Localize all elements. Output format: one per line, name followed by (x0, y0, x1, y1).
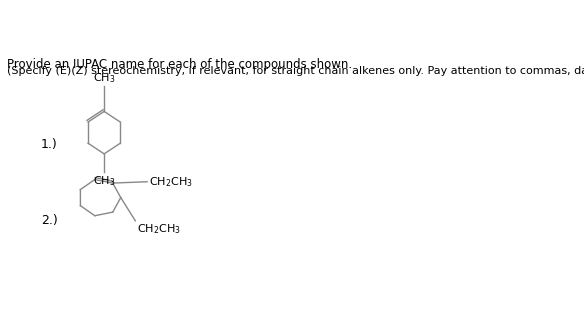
Text: CH$_3$: CH$_3$ (93, 71, 116, 85)
Text: 2.): 2.) (41, 214, 58, 227)
Text: 1.): 1.) (41, 138, 58, 151)
Text: CH$_2$CH$_3$: CH$_2$CH$_3$ (137, 222, 180, 236)
Text: CH$_3$: CH$_3$ (93, 174, 116, 187)
Text: Provide an IUPAC name for each of the compounds shown.: Provide an IUPAC name for each of the co… (6, 58, 352, 71)
Text: (Specify (E)(Z) stereochemistry, if relevant, for straight chain alkenes only. P: (Specify (E)(Z) stereochemistry, if rele… (6, 66, 584, 76)
Text: CH$_2$CH$_3$: CH$_2$CH$_3$ (148, 175, 193, 189)
